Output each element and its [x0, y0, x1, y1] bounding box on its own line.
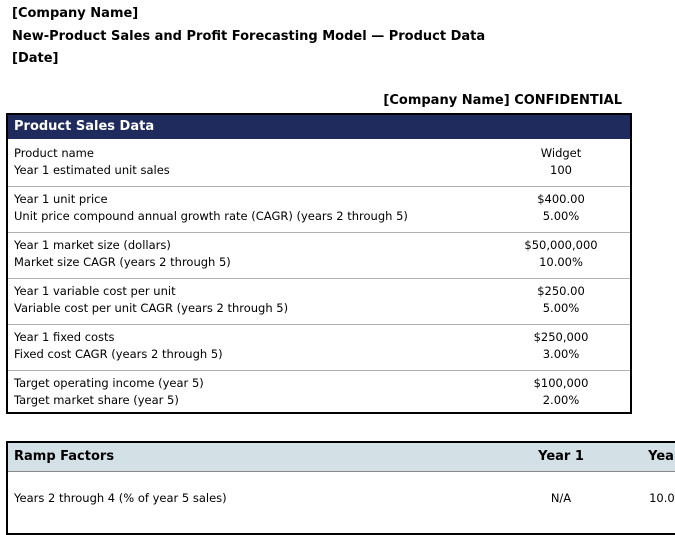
ramp-factors-table: Ramp Factors Year 1 Year 2 Years 2 through…	[6, 441, 675, 535]
row-separator	[8, 324, 630, 325]
row-value: $250.00	[537, 284, 585, 298]
date: [Date]	[12, 51, 59, 66]
row-label: Fixed cost CAGR (years 2 through 5)	[14, 347, 223, 361]
row-value: 10.00%	[539, 255, 583, 269]
row-label: Year 1 market size (dollars)	[14, 238, 171, 252]
document-title: New-Product Sales and Profit Forecasting…	[12, 29, 486, 44]
row-label: Variable cost per unit CAGR (years 2 thr…	[14, 301, 289, 315]
row-value: 5.00%	[542, 209, 580, 223]
page: [Company Name] New-Product Sales and Pro…	[6, 6, 675, 535]
row-separator	[8, 278, 630, 279]
column-header: Year 2	[648, 449, 675, 464]
row-label: Target market share (year 5)	[14, 393, 179, 407]
row-separator	[8, 186, 630, 187]
column-header: Year 1	[538, 449, 584, 464]
row-value: $100,000	[533, 376, 589, 390]
row-label: Year 1 fixed costs	[14, 330, 115, 344]
row-value: 2.00%	[542, 393, 580, 407]
product-sales-table: Product Sales Data Product name Widget Yea…	[6, 113, 632, 414]
row-label: Year 1 unit price	[14, 192, 108, 206]
row-label: Product name	[14, 146, 94, 160]
row-value: 100	[550, 163, 572, 177]
row-label: Market size CAGR (years 2 through 5)	[14, 255, 231, 269]
table-header: Ramp Factors Year 1 Year 2	[8, 443, 675, 472]
row-value: $400.00	[537, 192, 585, 206]
row-separator	[8, 232, 630, 233]
row-value: 5.00%	[542, 301, 580, 315]
row-label: Year 1 estimated unit sales	[14, 163, 170, 177]
row-value: 10.00%	[649, 491, 675, 505]
row-label: Year 1 variable cost per unit	[14, 284, 176, 298]
row-label: Target operating income (year 5)	[14, 376, 204, 390]
row-value: $50,000,000	[524, 238, 598, 252]
row-separator	[8, 370, 630, 371]
row-value: Widget	[540, 146, 582, 160]
row-value: 3.00%	[542, 347, 580, 361]
row-value: N/A	[550, 491, 572, 505]
table-title: Product Sales Data	[8, 115, 630, 139]
row-value: $250,000	[533, 330, 589, 344]
confidential: [Company Name] CONFIDENTIAL	[383, 93, 622, 108]
row-label: Unit price compound annual growth rate (…	[14, 209, 408, 223]
company-name: [Company Name]	[12, 6, 139, 21]
table-title: Ramp Factors	[14, 449, 115, 464]
row-label: Years 2 through 4 (% of year 5 sales)	[14, 491, 227, 505]
